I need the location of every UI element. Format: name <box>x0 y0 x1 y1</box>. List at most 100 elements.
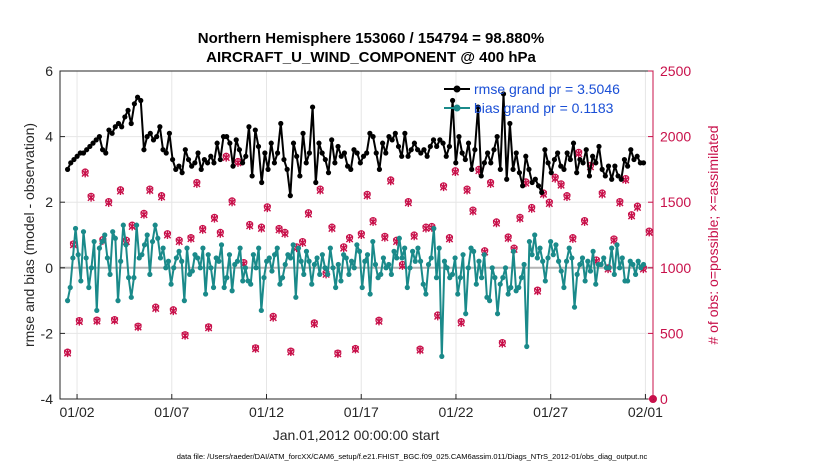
obs-assimilated-marker <box>469 207 477 216</box>
bias-point <box>277 281 283 287</box>
bias-point <box>412 258 418 264</box>
obs-assimilated-marker <box>381 233 389 242</box>
bias-point <box>444 265 450 271</box>
obs-assimilated-marker <box>251 344 260 353</box>
rmse-point <box>87 143 93 150</box>
obs-assimilated-marker <box>616 198 624 207</box>
bias-point <box>367 291 373 297</box>
obs-assimilated-marker <box>246 221 254 230</box>
obs-assimilated-marker <box>557 181 565 190</box>
bias-point <box>224 275 230 281</box>
rmse-point <box>112 124 118 130</box>
obs-assimilated-marker <box>492 219 501 228</box>
bias-point <box>423 291 429 297</box>
y-tick-label: 6 <box>45 63 53 79</box>
rmse-point <box>437 137 443 143</box>
bias-point <box>598 261 604 268</box>
rmse-point <box>472 147 478 153</box>
rmse-point <box>634 153 640 159</box>
obs-assimilated-marker <box>340 244 348 253</box>
bias-point <box>516 284 522 291</box>
rmse-point <box>300 130 306 136</box>
bias-point <box>168 281 174 287</box>
obs-assimilated-marker <box>263 204 272 213</box>
rmse-point <box>99 147 106 153</box>
obs-assimilated-marker <box>334 349 342 358</box>
bias-point <box>351 265 357 271</box>
y-tick-label: -4 <box>41 391 54 407</box>
bias-point <box>640 261 647 268</box>
bias-point <box>327 245 333 251</box>
bias-point <box>579 255 586 261</box>
bias-point <box>179 258 185 264</box>
obs-assimilated-marker <box>310 319 319 328</box>
bias-point <box>489 265 495 271</box>
rmse-point <box>243 153 249 159</box>
rmse-point <box>316 140 322 146</box>
bias-point <box>144 232 150 238</box>
rmse-point <box>376 166 383 172</box>
legend-swatch-marker <box>453 104 461 112</box>
bias-point <box>173 255 179 261</box>
obs-assimilated-marker <box>404 198 413 207</box>
bias-point <box>566 245 572 251</box>
rmse-point <box>357 160 363 166</box>
obs-assimilated-marker <box>563 192 571 201</box>
rmse-point <box>341 150 348 156</box>
bias-point <box>330 265 336 271</box>
bias-point <box>558 268 564 274</box>
bias-point <box>563 258 570 264</box>
bias-point <box>195 255 201 261</box>
rmse-point <box>456 134 462 140</box>
obs-assimilated-marker <box>210 214 219 223</box>
obs-assimilated-marker <box>169 307 178 316</box>
bias-point <box>94 307 100 314</box>
bias-point <box>431 225 437 232</box>
rmse-point <box>596 143 602 150</box>
bias-point <box>574 271 580 277</box>
rmse-point <box>545 160 551 166</box>
bias-point <box>473 281 479 287</box>
bias-point <box>306 258 312 264</box>
rmse-point <box>354 150 360 156</box>
bias-point <box>261 275 267 281</box>
bias-point <box>420 281 426 287</box>
bias-point <box>611 271 617 277</box>
rmse-point <box>271 160 278 166</box>
bias-point <box>619 255 625 261</box>
bias-point <box>338 278 344 284</box>
y2-tick-label: 1000 <box>660 260 691 276</box>
obs-assimilated-marker <box>369 217 377 226</box>
obs-assimilated-marker <box>75 317 84 326</box>
rmse-point <box>421 147 427 153</box>
rmse-point <box>395 143 402 150</box>
rmse-point <box>93 137 99 143</box>
obs-assimilated-marker <box>439 183 448 192</box>
bias-point <box>314 255 320 261</box>
rmse-point <box>609 176 615 182</box>
bias-point <box>396 235 402 241</box>
rmse-point <box>427 143 433 150</box>
x-tick-label: 01/17 <box>344 404 379 420</box>
bias-point <box>295 245 302 251</box>
bias-point <box>78 278 84 284</box>
rmse-point <box>169 156 176 163</box>
obs-assimilated-marker <box>116 187 125 196</box>
rmse-point <box>141 147 147 153</box>
bias-point <box>96 245 103 251</box>
rmse-point <box>309 104 316 110</box>
bias-point <box>561 284 567 291</box>
bias-point <box>526 238 532 245</box>
obs-assimilated-marker <box>110 316 119 325</box>
bias-point <box>425 261 432 268</box>
rmse-point <box>558 163 564 169</box>
obs-assimilated-marker <box>199 225 207 234</box>
rmse-point <box>450 97 456 104</box>
series-lines <box>64 91 647 359</box>
rmse-point <box>96 134 102 140</box>
bias-point <box>325 271 331 277</box>
obs-assimilated-marker <box>163 231 172 239</box>
obs-assimilated-marker <box>598 190 606 199</box>
bias-point <box>492 275 498 281</box>
bias-point <box>205 252 211 258</box>
